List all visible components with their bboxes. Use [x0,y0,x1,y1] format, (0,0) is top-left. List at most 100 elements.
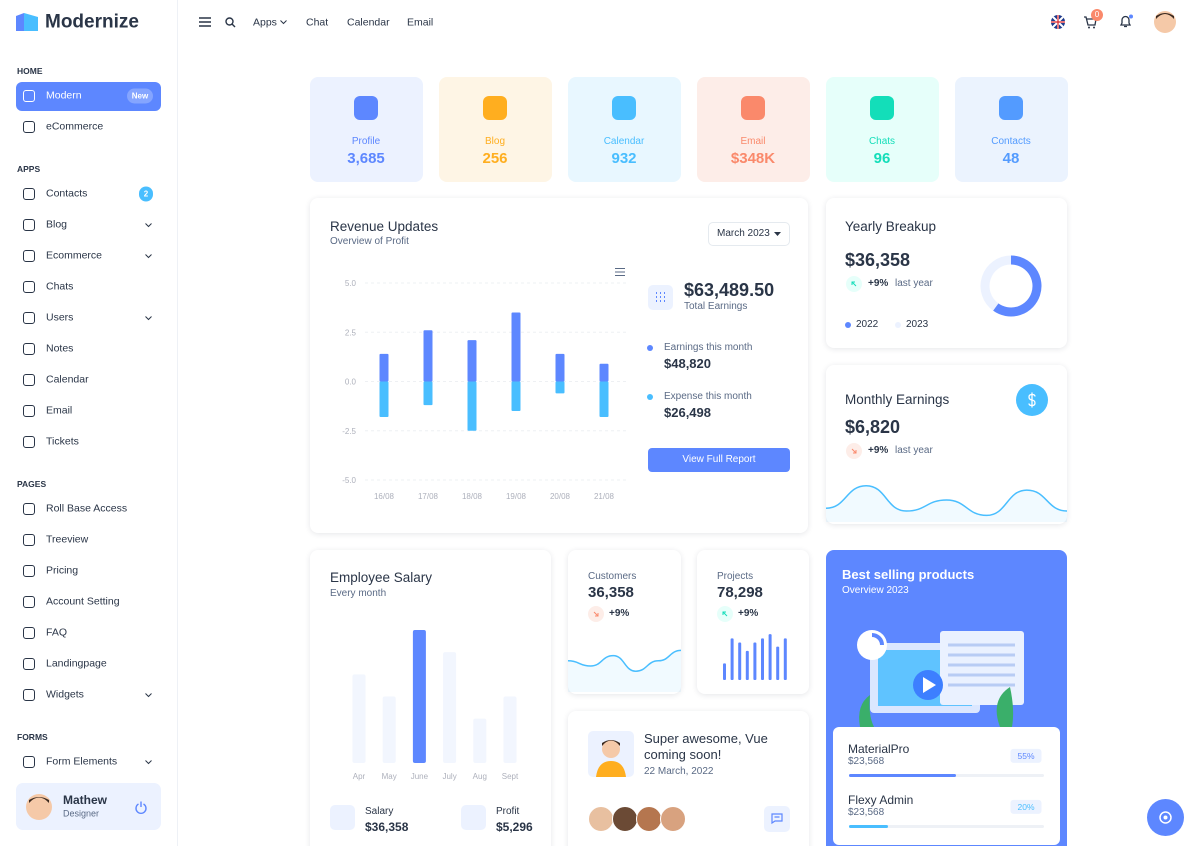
card-title: Best selling products [842,567,975,583]
top-link[interactable]: Calendar [347,16,390,29]
card-subtitle: Overview 2023 [842,585,909,596]
trend-down [846,443,862,459]
breakdown-label: Earnings this month [664,342,753,353]
y-tick-label: 2.5 [345,328,357,337]
stat-value: 96 [873,150,891,167]
settings-fab[interactable] [1147,799,1184,836]
chevron [145,760,152,765]
bar [761,638,764,680]
handle [231,23,236,28]
change: +9% [868,445,889,456]
dot [1129,14,1133,19]
icon-box [461,805,486,830]
nav-item[interactable]: Landingpage [46,657,107,670]
nav-item[interactable]: Treeview [46,533,89,546]
logout-icon[interactable] [135,801,147,814]
card-title: Yearly Breakup [845,218,937,234]
header-avatar[interactable] [1154,11,1176,33]
bell [1119,15,1132,28]
nav-item[interactable]: Widgets [46,688,84,701]
nav-item[interactable]: Form Elements [46,755,118,768]
bubble [771,813,783,825]
nav-item[interactable]: Modern [46,89,82,102]
trend-down [588,606,604,622]
menu-icon[interactable] [199,17,211,27]
amount: $36,358 [845,250,911,271]
nav-item[interactable]: Pricing [46,564,79,577]
bar [382,696,396,763]
stat-value: 932 [611,150,637,167]
change-note: last year [895,278,933,289]
value: 78,298 [717,584,763,601]
avatar [612,806,638,832]
nav-icon [23,343,35,355]
hair [29,797,49,803]
hair [1156,13,1174,19]
language-flag[interactable] [1051,15,1065,29]
progress-badge: 20% [1010,799,1042,815]
change: +9% [738,608,759,619]
wheel [1093,26,1095,29]
progress-fill [849,774,957,777]
x-tick-label: 20/08 [550,492,571,501]
brand: Modernize [45,11,139,33]
chat-button[interactable] [764,806,790,832]
card-subtitle: Overview of Profit [330,236,409,247]
breakdown-value: $26,498 [664,405,711,421]
section-title: PAGES [17,478,47,489]
label: Customers [588,571,637,582]
avatar [660,806,686,832]
customers-card [568,550,681,694]
nav-item[interactable]: Users [46,311,74,324]
nav-item[interactable]: Ecommerce [46,249,103,262]
nav-item[interactable]: Email [46,404,73,417]
nav-item[interactable]: Notes [46,342,74,355]
bar [723,663,726,680]
period-select[interactable] [708,222,790,246]
bar [473,718,487,763]
product-name: MaterialPro [848,741,910,756]
bar [412,630,426,763]
nav-item[interactable]: Tickets [46,435,79,448]
area-fill [568,650,681,692]
stat-label: Calendar [603,136,645,147]
nav-item[interactable]: Calendar [46,373,89,386]
chart-menu[interactable] [615,268,625,276]
nav-item[interactable]: Chats [46,280,74,293]
x-tick-label: May [382,772,397,781]
search-icon[interactable] [225,17,236,28]
chevron-path [145,316,152,321]
chevron [280,20,287,25]
chevron [145,693,152,698]
bar [555,353,565,382]
nav-icon [23,436,35,448]
chat-icon [771,813,783,825]
amount: $6,820 [845,417,901,438]
stat-icon [483,96,507,120]
trend-up [717,606,733,622]
bell-icon[interactable] [1119,14,1134,29]
yearly-card [826,198,1067,348]
breakdown-value: $48,820 [664,356,711,372]
nav-item[interactable]: Account Setting [46,595,120,608]
change: +9% [868,278,889,289]
nav-item[interactable]: Contacts [46,187,88,200]
section-title: HOME [17,65,43,76]
nav-item[interactable]: eCommerce [46,120,104,133]
nav-item[interactable]: Blog [46,218,68,231]
bar [753,642,757,680]
top-link[interactable]: Chat [306,16,329,29]
x-tick-label: 16/08 [374,492,395,501]
nav-item[interactable]: Roll Base Access [46,502,128,515]
x-tick-label: 21/08 [594,492,615,501]
section-title: APPS [17,163,41,174]
top-link[interactable]: Apps [253,16,277,29]
nav-item[interactable]: FAQ [46,626,68,639]
bar [503,696,517,763]
report-button[interactable] [648,448,790,472]
top-link[interactable]: Email [407,16,434,29]
dollar-icon[interactable] [1016,384,1048,416]
report-button-label[interactable]: View Full Report [682,454,756,465]
promo-date: 22 March, 2022 [644,766,714,777]
